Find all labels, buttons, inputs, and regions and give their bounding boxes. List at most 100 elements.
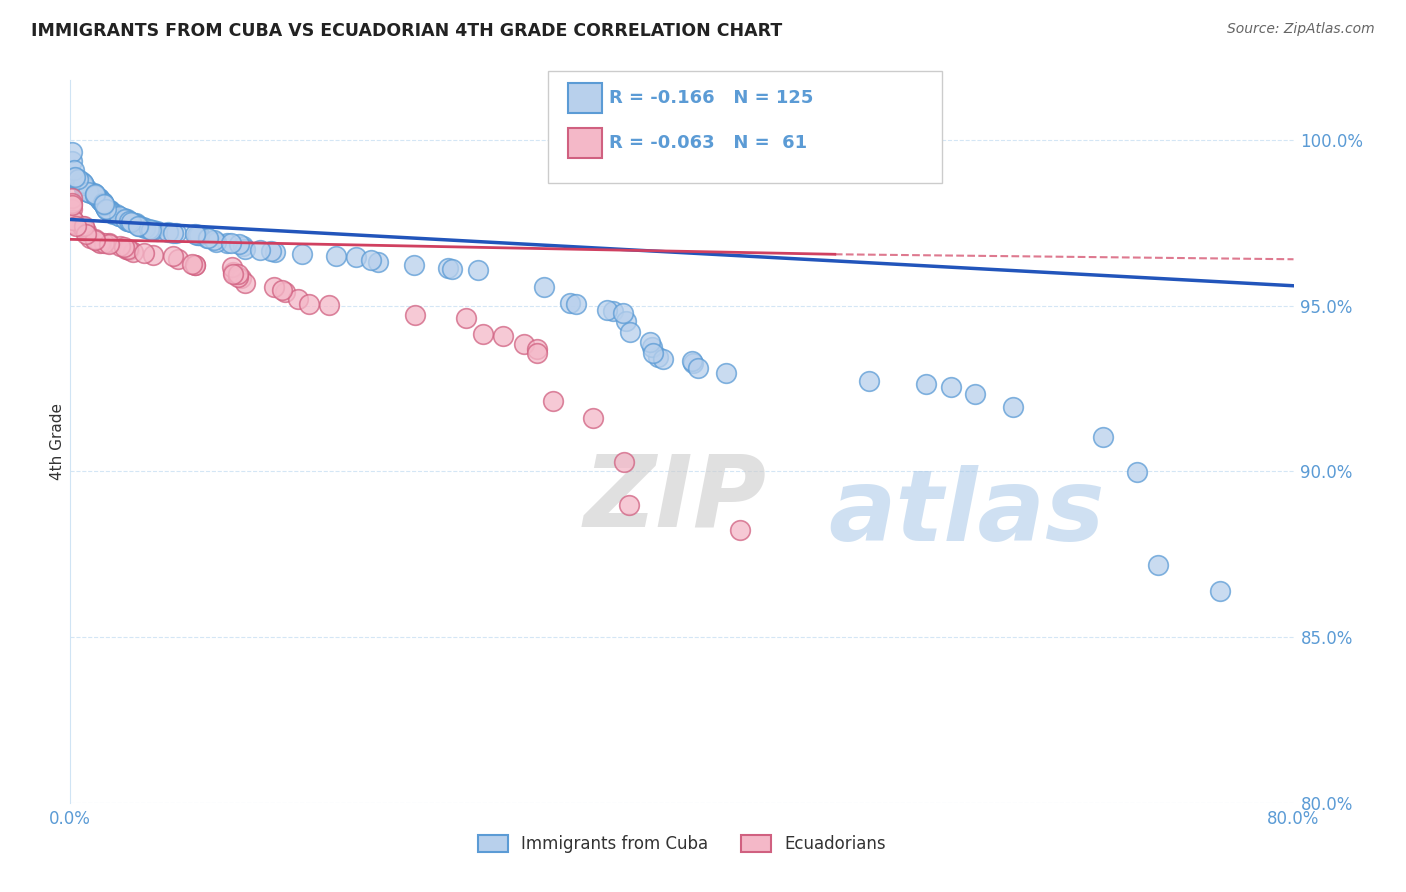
Point <box>96 202 118 217</box>
Point <box>318 298 340 312</box>
Point <box>117 214 139 228</box>
Point <box>65 171 87 186</box>
Point <box>714 366 737 380</box>
Point <box>72 176 94 190</box>
Point <box>367 254 389 268</box>
Point <box>134 246 156 260</box>
Point <box>70 219 93 234</box>
Point <box>98 203 121 218</box>
Point <box>228 236 250 251</box>
Text: Source: ZipAtlas.com: Source: ZipAtlas.com <box>1227 22 1375 37</box>
Point <box>127 218 149 232</box>
Point <box>492 329 515 343</box>
Point <box>612 305 634 319</box>
Point <box>233 277 256 291</box>
Point <box>110 239 132 253</box>
Point <box>404 258 426 272</box>
Point <box>98 203 121 218</box>
Point <box>558 296 581 310</box>
Point <box>541 393 564 408</box>
Point <box>205 235 228 249</box>
Point <box>100 206 122 220</box>
Point <box>197 231 219 245</box>
Point <box>360 253 382 268</box>
Point <box>70 174 93 188</box>
Point <box>87 191 110 205</box>
Point <box>60 202 83 216</box>
Point <box>271 283 294 297</box>
Point <box>60 195 83 210</box>
Point <box>73 220 96 235</box>
Point <box>233 242 256 256</box>
Point <box>83 186 105 201</box>
Point <box>93 198 115 212</box>
Point <box>63 169 86 184</box>
Point <box>89 193 111 207</box>
Point <box>184 258 207 272</box>
Y-axis label: 4th Grade: 4th Grade <box>49 403 65 480</box>
Point <box>344 250 367 264</box>
Point <box>76 185 98 199</box>
Point <box>187 228 209 243</box>
Point <box>215 235 238 250</box>
Point <box>93 235 115 250</box>
Point <box>91 195 114 210</box>
Point <box>91 195 114 210</box>
Point <box>437 260 460 275</box>
Point <box>222 265 245 279</box>
Point <box>1001 400 1024 414</box>
Point <box>146 224 169 238</box>
Point <box>142 223 165 237</box>
Point <box>180 257 202 271</box>
Point <box>117 242 139 256</box>
Point <box>232 239 254 253</box>
Point <box>94 200 117 214</box>
Point <box>613 455 636 469</box>
Point <box>108 209 131 223</box>
Point <box>62 215 84 229</box>
Point <box>84 233 107 247</box>
Point <box>728 523 751 537</box>
Point <box>60 153 83 168</box>
Point <box>75 227 97 241</box>
Point <box>183 227 205 241</box>
Point <box>117 214 139 228</box>
Point <box>60 145 83 159</box>
Point <box>60 198 83 212</box>
Point <box>249 243 271 257</box>
Point <box>638 335 661 350</box>
Point <box>965 387 987 401</box>
Text: ZIP: ZIP <box>583 450 768 548</box>
Point <box>167 252 190 266</box>
Point <box>1147 558 1170 573</box>
Point <box>467 263 489 277</box>
Point <box>63 217 86 231</box>
Point <box>84 232 107 246</box>
Point <box>115 242 138 256</box>
Point <box>162 226 184 240</box>
Point <box>76 182 98 196</box>
Point <box>75 224 97 238</box>
Point <box>1209 583 1232 598</box>
Point <box>60 191 83 205</box>
Point <box>73 178 96 193</box>
Point <box>858 374 880 388</box>
Point <box>263 244 285 259</box>
Point <box>127 219 149 233</box>
Point <box>98 237 121 252</box>
Point <box>84 189 107 203</box>
Point <box>91 195 114 210</box>
Point <box>617 498 640 512</box>
Point <box>66 172 89 186</box>
Point <box>73 219 96 234</box>
Point <box>120 215 142 229</box>
Point <box>526 346 548 360</box>
Point <box>688 360 710 375</box>
Text: atlas: atlas <box>828 466 1105 562</box>
Point <box>596 303 619 318</box>
Point <box>72 177 94 191</box>
Point <box>96 202 118 216</box>
Point <box>83 186 105 201</box>
Point <box>65 171 87 186</box>
Point <box>1092 430 1115 444</box>
